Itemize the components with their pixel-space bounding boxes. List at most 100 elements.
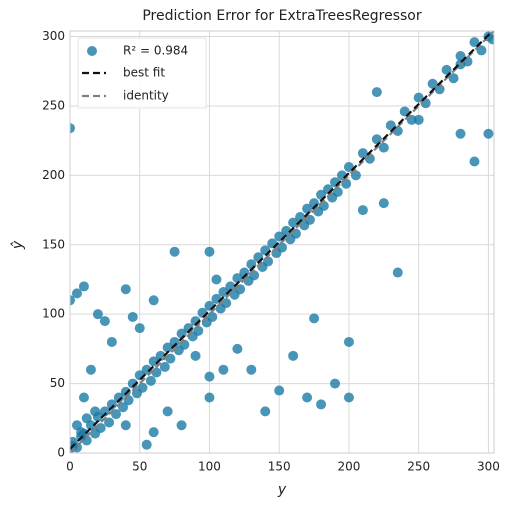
- point: [141, 439, 152, 450]
- x-tick-label: 300: [477, 460, 500, 474]
- point: [225, 281, 236, 292]
- point: [448, 73, 459, 84]
- chart-title: Prediction Error for ExtraTreesRegressor: [142, 8, 422, 24]
- point: [78, 281, 89, 292]
- point: [288, 217, 299, 228]
- point: [70, 123, 75, 134]
- x-tick-label: 100: [198, 460, 221, 474]
- point: [162, 342, 173, 353]
- point: [330, 378, 340, 389]
- point: [151, 367, 162, 378]
- point: [76, 427, 87, 438]
- point: [111, 409, 122, 420]
- y-tick-label: 300: [42, 29, 65, 43]
- x-tick-label: 0: [66, 460, 74, 474]
- point: [343, 336, 354, 347]
- point: [469, 156, 480, 167]
- y-tick-label: 100: [42, 307, 65, 321]
- point: [148, 295, 159, 306]
- point: [162, 406, 173, 417]
- point: [92, 309, 103, 320]
- point: [204, 246, 215, 257]
- point: [159, 361, 170, 372]
- point: [378, 142, 389, 153]
- legend-label: identity: [123, 89, 169, 103]
- point: [81, 413, 92, 424]
- point: [190, 350, 201, 361]
- legend-marker: [87, 46, 97, 56]
- point: [469, 37, 480, 48]
- point: [176, 420, 187, 431]
- point: [455, 128, 466, 139]
- point: [483, 128, 494, 139]
- point: [476, 45, 487, 56]
- point: [118, 402, 128, 413]
- points: [70, 31, 494, 453]
- legend-label: best fit: [123, 66, 165, 80]
- point: [90, 406, 101, 417]
- point: [487, 34, 494, 45]
- point: [104, 417, 115, 428]
- point: [113, 392, 124, 403]
- point: [343, 392, 354, 403]
- point: [141, 364, 152, 375]
- x-tick-label: 150: [268, 460, 291, 474]
- point: [332, 187, 343, 198]
- point: [427, 78, 438, 89]
- y-tick-label: 0: [57, 446, 65, 460]
- point: [232, 273, 243, 284]
- x-axis-label: y: [277, 482, 287, 498]
- point: [71, 288, 82, 299]
- legend-label: R² = 0.984: [123, 44, 188, 58]
- point: [455, 50, 466, 61]
- point: [81, 435, 92, 446]
- y-axis-label: ŷ: [10, 240, 26, 250]
- point: [127, 311, 138, 322]
- line: [70, 31, 494, 453]
- point: [204, 371, 215, 382]
- point: [295, 212, 306, 223]
- point: [148, 427, 159, 438]
- line: [70, 31, 494, 450]
- point: [207, 311, 218, 322]
- point: [281, 225, 292, 236]
- point: [378, 198, 389, 209]
- point: [106, 399, 117, 410]
- point: [441, 64, 452, 75]
- point: [260, 406, 271, 417]
- point: [120, 284, 131, 295]
- point: [277, 242, 287, 253]
- point: [137, 382, 148, 393]
- point: [357, 205, 368, 216]
- point: [392, 267, 403, 278]
- point: [106, 336, 117, 347]
- point: [120, 420, 131, 431]
- y-tick-label: 150: [42, 237, 65, 251]
- point: [155, 350, 166, 361]
- point: [99, 406, 110, 417]
- point: [218, 286, 229, 297]
- point: [350, 170, 361, 181]
- point: [211, 274, 222, 285]
- point: [309, 313, 320, 324]
- point: [221, 298, 232, 309]
- point: [145, 375, 156, 386]
- point: [169, 246, 180, 257]
- point: [218, 364, 229, 375]
- x-tick-label: 200: [337, 460, 360, 474]
- point: [232, 343, 243, 354]
- point: [204, 392, 215, 403]
- point: [274, 385, 285, 396]
- point: [127, 378, 138, 389]
- point: [413, 92, 424, 103]
- point: [99, 316, 110, 327]
- point: [70, 295, 75, 306]
- x-tick-label: 250: [407, 460, 430, 474]
- point: [371, 87, 382, 98]
- point: [316, 399, 327, 410]
- frame: [69, 30, 495, 454]
- point: [78, 392, 89, 403]
- point: [134, 323, 145, 334]
- point: [85, 364, 96, 375]
